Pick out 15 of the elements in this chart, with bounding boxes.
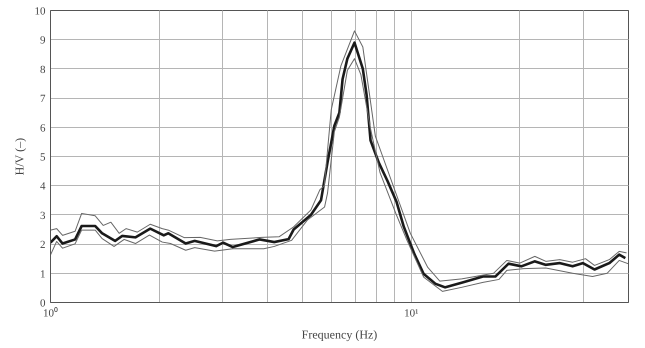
- x-tick-label: 10⁰: [43, 306, 58, 320]
- y-tick-label: 7: [40, 93, 46, 106]
- y-tick-label: 3: [40, 210, 46, 222]
- y-tick-label: 1: [40, 268, 46, 280]
- y-axis-title: H/V (–): [12, 138, 26, 176]
- y-tick-label: 0: [40, 298, 46, 310]
- y-tick-label: 10: [34, 6, 46, 18]
- x-tick-label: 10¹: [404, 308, 418, 320]
- x-axis-title: Frequency (Hz): [302, 328, 378, 342]
- y-tick-label: 9: [40, 34, 46, 47]
- y-tick-label: 8: [40, 64, 46, 76]
- y-tick-label: 2: [40, 239, 46, 252]
- y-tick-label: 5: [40, 152, 46, 164]
- y-tick-label: 4: [40, 180, 46, 193]
- y-tick-label: 6: [40, 122, 46, 134]
